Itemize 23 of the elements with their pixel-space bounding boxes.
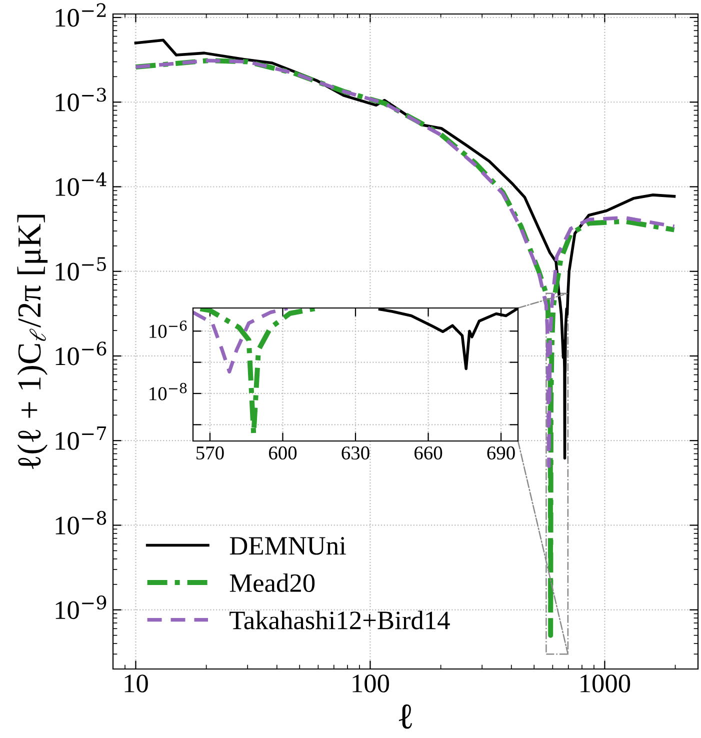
x-tick-label: 570 bbox=[196, 446, 224, 460]
x-tick-label: 100 bbox=[352, 674, 389, 692]
y-tick-label: 10$^{−4}$ bbox=[56, 172, 106, 196]
x-tick-label: 690 bbox=[487, 446, 515, 460]
x-axis-title: ℓ bbox=[398, 704, 412, 729]
x-tick-label: 10 bbox=[124, 674, 148, 692]
y-tick-label: 10$^{−8}$ bbox=[56, 510, 106, 534]
legend-label: Mead20 bbox=[230, 573, 315, 592]
x-tick-label: 660 bbox=[414, 446, 442, 460]
y-tick-label: 10$^{−8}$ bbox=[150, 382, 187, 400]
y-axis-title: ℓ(ℓ + 1)C$_{ℓ}$/2π [μK] bbox=[17, 214, 48, 469]
y-tick-label: 10$^{−9}$ bbox=[56, 596, 106, 620]
y-tick-label: 10$^{−5}$ bbox=[56, 257, 106, 281]
y-tick-label: 10$^{−3}$ bbox=[56, 88, 106, 112]
y-tick-label: 10$^{−7}$ bbox=[56, 426, 106, 450]
y-tick-label: 10$^{−6}$ bbox=[56, 342, 106, 366]
y-tick-label: 10$^{−2}$ bbox=[56, 3, 106, 27]
y-tick-label: 10$^{−6}$ bbox=[150, 320, 187, 338]
legend-label: Takahashi12+Bird14 bbox=[230, 610, 450, 630]
x-tick-label: 630 bbox=[342, 446, 370, 460]
x-tick-label: 600 bbox=[268, 446, 297, 460]
legend-label: DEMNUni bbox=[230, 537, 346, 555]
x-tick-label: 1000 bbox=[580, 674, 630, 692]
